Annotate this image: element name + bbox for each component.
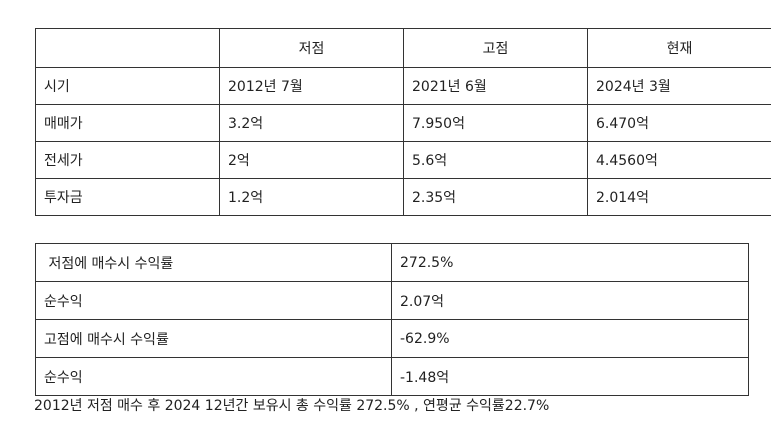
table-cell: 5.6억	[403, 141, 588, 179]
table-row: 투자금 1.2억 2.35억 2.014억	[35, 178, 771, 216]
header-cell-current: 현재	[587, 28, 771, 68]
row-label: 전세가	[35, 141, 220, 179]
table-cell: 2억	[219, 141, 404, 179]
table-cell: -1.48억	[391, 357, 749, 396]
table-cell: 4.4560억	[587, 141, 771, 179]
table-cell: 2012년 7월	[219, 67, 404, 105]
table-row: 시기 2012년 7월 2021년 6월 2024년 3월	[35, 67, 771, 105]
row-label: 매매가	[35, 104, 220, 142]
table-cell: 2.35억	[403, 178, 588, 216]
table-row: 고점에 매수시 수익률 -62.9%	[35, 319, 749, 358]
table-cell: 7.950억	[403, 104, 588, 142]
table-cell: 2.014억	[587, 178, 771, 216]
table-row: 저점에 매수시 수익률 272.5%	[35, 243, 749, 282]
row-label: 고점에 매수시 수익률	[35, 319, 392, 358]
table-cell: 1.2억	[219, 178, 404, 216]
summary-text: 2012년 저점 매수 후 2024 12년간 보유시 총 수익률 272.5%…	[34, 398, 550, 414]
table-row: 매매가 3.2억 7.950억 6.470억	[35, 104, 771, 142]
price-history-table: 저점 고점 현재 시기 2012년 7월 2021년 6월 2024년 3월 매…	[35, 28, 771, 216]
table-row: 순수익 2.07억	[35, 281, 749, 320]
table-cell: 3.2억	[219, 104, 404, 142]
table-cell: 2024년 3월	[587, 67, 771, 105]
returns-table: 저점에 매수시 수익률 272.5% 순수익 2.07억 고점에 매수시 수익률…	[35, 243, 749, 396]
header-cell-low: 저점	[219, 28, 404, 68]
row-label: 시기	[35, 67, 220, 105]
row-label: 순수익	[35, 281, 392, 320]
table-cell: 2021년 6월	[403, 67, 588, 105]
table-cell: 272.5%	[391, 243, 749, 282]
row-label: 투자금	[35, 178, 220, 216]
header-cell-blank	[35, 28, 220, 68]
table-cell: -62.9%	[391, 319, 749, 358]
row-label: 저점에 매수시 수익률	[35, 243, 392, 282]
header-cell-high: 고점	[403, 28, 588, 68]
table-cell: 6.470억	[587, 104, 771, 142]
header-row: 저점 고점 현재	[35, 28, 771, 68]
row-label: 순수익	[35, 357, 392, 396]
table-row: 순수익 -1.48억	[35, 357, 749, 396]
table-row: 전세가 2억 5.6억 4.4560억	[35, 141, 771, 179]
table-cell: 2.07억	[391, 281, 749, 320]
